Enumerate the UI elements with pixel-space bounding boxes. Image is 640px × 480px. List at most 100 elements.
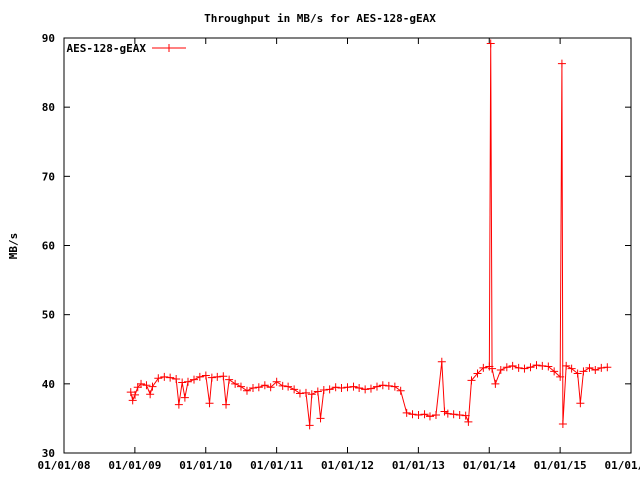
data-point xyxy=(420,410,429,419)
data-point xyxy=(579,367,588,376)
series-line xyxy=(130,43,608,426)
data-point xyxy=(146,390,155,399)
data-point xyxy=(384,381,393,390)
data-point xyxy=(396,386,405,395)
data-point xyxy=(585,363,594,372)
data-point xyxy=(591,366,600,374)
data-point xyxy=(180,393,189,402)
data-point xyxy=(319,386,328,395)
data-point xyxy=(486,39,495,48)
data-point xyxy=(449,410,458,419)
data-point xyxy=(284,382,293,391)
data-point xyxy=(133,383,142,392)
data-point xyxy=(349,382,358,391)
data-point xyxy=(278,381,287,390)
data-point xyxy=(372,382,381,391)
data-point xyxy=(488,364,497,373)
data-point xyxy=(183,377,192,386)
data-point xyxy=(576,399,585,408)
data-point xyxy=(272,377,281,386)
data-point xyxy=(178,378,187,387)
data-point xyxy=(190,375,199,384)
legend-marker xyxy=(165,44,173,52)
chart-title: Throughput in MB/s for AES-128-gEAX xyxy=(204,12,436,25)
data-point xyxy=(201,371,210,380)
legend-label: AES-128-gEAX xyxy=(67,42,147,55)
data-point xyxy=(266,383,275,392)
data-point xyxy=(219,372,228,381)
data-point xyxy=(414,410,423,419)
data-point xyxy=(425,412,434,421)
data-point xyxy=(305,421,314,430)
data-point xyxy=(195,372,204,381)
data-point xyxy=(508,361,517,370)
data-point xyxy=(128,396,137,405)
data-point xyxy=(236,382,245,391)
data-point xyxy=(479,363,488,372)
data-point xyxy=(337,383,346,392)
data-point xyxy=(567,364,576,373)
data-point xyxy=(402,408,411,417)
data-point xyxy=(562,361,571,370)
data-point xyxy=(526,363,535,372)
x-tick-label: 01/01/12 xyxy=(321,459,374,472)
data-point xyxy=(538,361,547,370)
data-point xyxy=(544,362,553,371)
data-point xyxy=(343,383,352,392)
data-point xyxy=(249,383,257,392)
x-tick-label: 01/01/11 xyxy=(250,459,303,472)
y-tick-label: 80 xyxy=(42,101,55,114)
data-point xyxy=(443,409,452,418)
data-point xyxy=(366,384,375,393)
data-point xyxy=(137,379,146,388)
data-point xyxy=(260,381,269,390)
y-tick-label: 40 xyxy=(42,378,55,391)
y-axis: 30 40 50 60 70 80 90 xyxy=(42,32,631,460)
data-point xyxy=(325,385,334,394)
data-point xyxy=(390,382,399,391)
data-point xyxy=(331,383,340,392)
data-point xyxy=(408,410,417,419)
data-point xyxy=(597,363,606,372)
y-axis-label: MB/s xyxy=(7,233,20,260)
data-point xyxy=(160,372,169,381)
data-point xyxy=(473,369,482,378)
data-point xyxy=(355,383,364,392)
x-tick-label: 01/01/08 xyxy=(38,459,91,472)
series-layer xyxy=(126,39,612,430)
data-point xyxy=(301,388,310,397)
data-point xyxy=(131,390,140,399)
data-point xyxy=(254,383,263,392)
data-point xyxy=(174,400,183,409)
data-point xyxy=(205,399,214,408)
data-point xyxy=(207,373,216,382)
x-tick-label: 01/01/14 xyxy=(463,459,516,472)
data-point xyxy=(295,389,304,398)
data-point xyxy=(496,366,505,374)
data-point xyxy=(222,400,231,409)
data-point xyxy=(558,419,567,428)
data-point xyxy=(573,369,582,378)
data-point xyxy=(126,388,135,397)
data-point xyxy=(455,410,464,419)
data-point xyxy=(154,374,163,383)
y-tick-label: 70 xyxy=(42,170,55,183)
data-point xyxy=(148,382,157,391)
data-point xyxy=(378,381,387,390)
data-point xyxy=(440,407,449,416)
data-point xyxy=(307,390,316,399)
data-point xyxy=(231,379,240,388)
y-tick-label: 30 xyxy=(42,447,55,460)
x-tick-label: 01/01/09 xyxy=(108,459,161,472)
y-tick-label: 50 xyxy=(42,309,55,322)
x-tick-label: 01/01/10 xyxy=(179,459,232,472)
x-axis: 01/01/08 01/01/09 01/01/10 01/01/11 01/01/12… xyxy=(38,38,640,472)
data-point xyxy=(461,411,470,420)
x-tick-label: 01/01/16 xyxy=(605,459,640,472)
data-point xyxy=(437,357,446,366)
data-point xyxy=(491,379,500,388)
data-point xyxy=(520,364,529,373)
data-point xyxy=(166,373,175,382)
data-point xyxy=(556,372,565,381)
